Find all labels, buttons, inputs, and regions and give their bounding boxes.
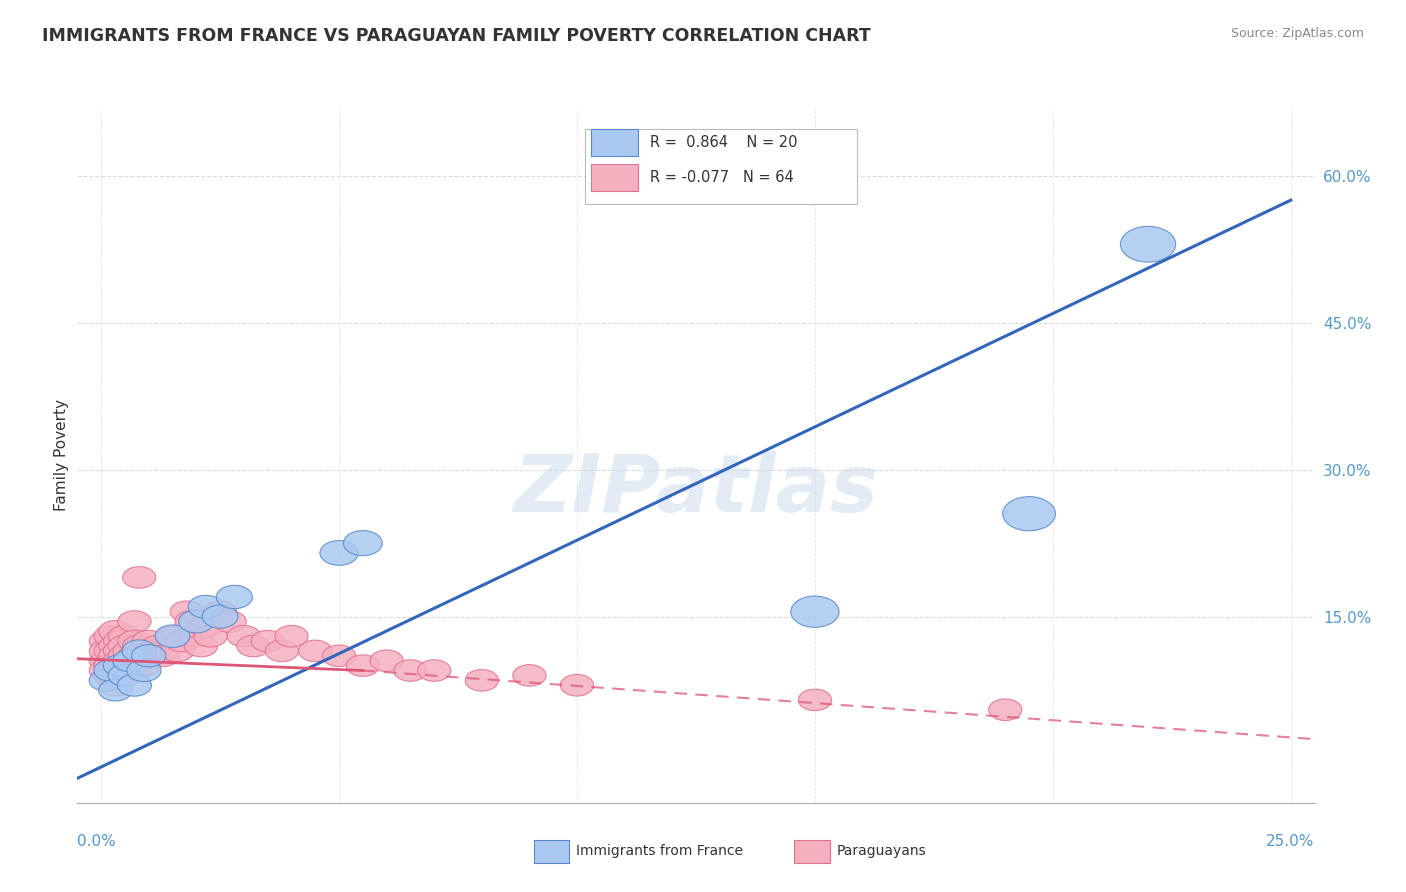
Ellipse shape: [94, 660, 128, 681]
Ellipse shape: [170, 601, 204, 623]
FancyBboxPatch shape: [591, 129, 638, 156]
Ellipse shape: [104, 660, 136, 681]
Ellipse shape: [132, 645, 166, 667]
Ellipse shape: [103, 655, 136, 676]
Ellipse shape: [204, 601, 236, 623]
Ellipse shape: [89, 650, 122, 672]
Ellipse shape: [274, 625, 308, 647]
Text: IMMIGRANTS FROM FRANCE VS PARAGUAYAN FAMILY POVERTY CORRELATION CHART: IMMIGRANTS FROM FRANCE VS PARAGUAYAN FAM…: [42, 27, 870, 45]
Ellipse shape: [136, 640, 170, 662]
Ellipse shape: [142, 635, 174, 657]
Ellipse shape: [118, 631, 150, 652]
Ellipse shape: [132, 645, 166, 666]
Ellipse shape: [988, 699, 1022, 721]
Ellipse shape: [343, 531, 382, 556]
Ellipse shape: [104, 650, 136, 672]
Ellipse shape: [202, 605, 238, 628]
Ellipse shape: [179, 610, 214, 633]
Y-axis label: Family Poverty: Family Poverty: [53, 399, 69, 511]
Ellipse shape: [322, 645, 356, 666]
Ellipse shape: [561, 674, 593, 696]
Ellipse shape: [112, 649, 146, 672]
Text: Immigrants from France: Immigrants from France: [576, 844, 744, 858]
Ellipse shape: [188, 595, 224, 618]
Ellipse shape: [127, 659, 162, 681]
Ellipse shape: [184, 635, 218, 657]
Ellipse shape: [112, 640, 146, 662]
Ellipse shape: [122, 566, 156, 588]
Ellipse shape: [194, 625, 228, 647]
Ellipse shape: [89, 631, 122, 652]
Ellipse shape: [166, 631, 198, 652]
FancyBboxPatch shape: [585, 129, 856, 204]
Ellipse shape: [190, 615, 222, 637]
Ellipse shape: [89, 660, 122, 681]
Ellipse shape: [122, 635, 156, 657]
Text: R = -0.077   N = 64: R = -0.077 N = 64: [650, 169, 794, 185]
FancyBboxPatch shape: [591, 164, 638, 191]
Ellipse shape: [108, 635, 142, 657]
Ellipse shape: [104, 640, 136, 662]
Ellipse shape: [370, 650, 404, 672]
Ellipse shape: [118, 674, 152, 697]
Ellipse shape: [98, 674, 132, 696]
Ellipse shape: [118, 645, 150, 666]
Ellipse shape: [266, 640, 298, 662]
Ellipse shape: [98, 655, 132, 676]
Text: 25.0%: 25.0%: [1267, 834, 1315, 849]
Text: ZIPatlas: ZIPatlas: [513, 450, 879, 529]
Ellipse shape: [346, 655, 380, 676]
Ellipse shape: [252, 631, 284, 652]
Ellipse shape: [108, 625, 142, 647]
Ellipse shape: [418, 660, 451, 681]
Ellipse shape: [94, 665, 128, 686]
Ellipse shape: [89, 640, 122, 662]
Ellipse shape: [122, 650, 156, 672]
Ellipse shape: [122, 640, 156, 662]
Ellipse shape: [799, 690, 831, 711]
Ellipse shape: [394, 660, 427, 681]
Ellipse shape: [108, 645, 142, 666]
Text: R =  0.864    N = 20: R = 0.864 N = 20: [650, 135, 797, 150]
Ellipse shape: [236, 635, 270, 657]
Text: 0.0%: 0.0%: [77, 834, 117, 849]
Ellipse shape: [94, 655, 128, 676]
Ellipse shape: [321, 541, 359, 566]
Ellipse shape: [156, 625, 190, 647]
Ellipse shape: [132, 631, 166, 652]
Ellipse shape: [98, 645, 132, 666]
Text: Source: ZipAtlas.com: Source: ZipAtlas.com: [1230, 27, 1364, 40]
Ellipse shape: [513, 665, 546, 686]
Ellipse shape: [298, 640, 332, 662]
Ellipse shape: [118, 611, 150, 632]
Ellipse shape: [160, 640, 194, 662]
Ellipse shape: [790, 596, 839, 627]
Ellipse shape: [94, 640, 128, 662]
Text: Paraguayans: Paraguayans: [837, 844, 927, 858]
Ellipse shape: [98, 621, 132, 642]
Ellipse shape: [89, 670, 122, 691]
Ellipse shape: [112, 650, 146, 672]
Ellipse shape: [98, 635, 132, 657]
Ellipse shape: [155, 625, 190, 648]
Ellipse shape: [128, 640, 160, 662]
Ellipse shape: [174, 611, 208, 632]
Ellipse shape: [1121, 227, 1175, 262]
Ellipse shape: [104, 631, 136, 652]
Ellipse shape: [212, 611, 246, 632]
Ellipse shape: [228, 625, 260, 647]
Ellipse shape: [98, 679, 132, 701]
Ellipse shape: [128, 655, 160, 676]
Ellipse shape: [146, 645, 180, 666]
Ellipse shape: [98, 665, 132, 686]
Ellipse shape: [108, 665, 142, 686]
Ellipse shape: [465, 670, 499, 691]
Ellipse shape: [180, 625, 212, 647]
Ellipse shape: [94, 625, 128, 647]
Ellipse shape: [217, 585, 253, 608]
Ellipse shape: [112, 660, 146, 681]
Ellipse shape: [1002, 497, 1056, 531]
